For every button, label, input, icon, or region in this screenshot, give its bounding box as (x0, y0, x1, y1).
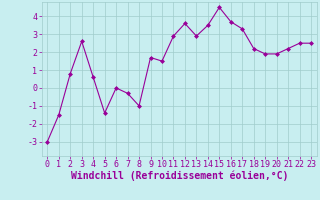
X-axis label: Windchill (Refroidissement éolien,°C): Windchill (Refroidissement éolien,°C) (70, 171, 288, 181)
